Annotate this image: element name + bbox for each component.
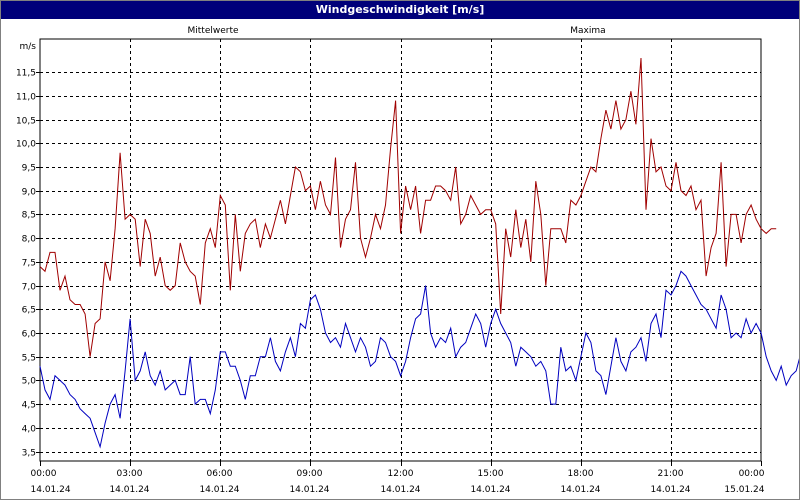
y-tick-label: 5,5 xyxy=(22,354,36,364)
y-tick-label: 4,5 xyxy=(22,401,36,411)
x-tick-date-label: 14.01.24 xyxy=(470,485,510,495)
x-tick-time-label: 06:00 xyxy=(207,469,233,479)
legend-maxima: Maxima xyxy=(570,26,605,36)
x-tick-date-label: 14.01.24 xyxy=(199,485,239,495)
x-tick-time-label: 00:00 xyxy=(31,469,57,479)
x-tick-date-label: 14.01.24 xyxy=(31,485,71,495)
x-tick-date-label: 14.01.24 xyxy=(560,485,600,495)
x-tick-date-label: 14.01.24 xyxy=(289,485,329,495)
y-tick-label: 8,5 xyxy=(22,211,36,221)
x-tick-time-label: 09:00 xyxy=(297,469,323,479)
series-line-maxima xyxy=(39,57,777,357)
y-tick-label: 5,0 xyxy=(22,377,37,387)
x-tick-date-label: 14.01.24 xyxy=(650,485,690,495)
y-tick-label: 3,5 xyxy=(22,449,36,459)
x-tick-time-label: 15:00 xyxy=(478,469,504,479)
y-tick-label: 6,5 xyxy=(22,306,36,316)
x-tick-time-label: 21:00 xyxy=(658,469,684,479)
y-tick-label: 9,0 xyxy=(22,188,37,198)
x-tick-date-label: 14.01.24 xyxy=(109,485,149,495)
y-tick-label: 7,5 xyxy=(22,259,36,269)
x-tick-time-label: 00:00 xyxy=(739,469,765,479)
legend-mittelwerte: Mittelwerte xyxy=(188,26,239,36)
window-title: Windgeschwindigkeit [m/s] xyxy=(1,1,799,19)
y-axis-unit-label: m/s xyxy=(20,42,37,52)
y-tick-label: 4,0 xyxy=(22,425,37,435)
y-tick-label: 11,0 xyxy=(16,93,36,103)
y-tick-label: 6,0 xyxy=(22,330,37,340)
plot-area xyxy=(39,38,762,462)
x-tick-date-label: 15.01.24 xyxy=(724,485,764,495)
x-tick-time-label: 12:00 xyxy=(388,469,414,479)
y-tick-label: 7,0 xyxy=(22,283,37,293)
series-line-mittelwerte xyxy=(39,270,799,449)
x-tick-time-label: 03:00 xyxy=(117,469,143,479)
y-tick-label: 10,5 xyxy=(16,117,36,127)
x-tick-date-label: 14.01.24 xyxy=(380,485,420,495)
y-tick-label: 8,0 xyxy=(22,235,37,245)
y-tick-label: 11,5 xyxy=(16,69,36,79)
y-tick-label: 10,0 xyxy=(16,140,36,150)
y-tick-label: 9,5 xyxy=(22,164,36,174)
x-tick-time-label: 18:00 xyxy=(568,469,594,479)
wind-speed-chart: 3,5 4,0 4,5 5,0 5,5 6,0 6,5 7,0 7,5 8,0 8,5 9,0 9,5 1… xyxy=(16,26,799,495)
